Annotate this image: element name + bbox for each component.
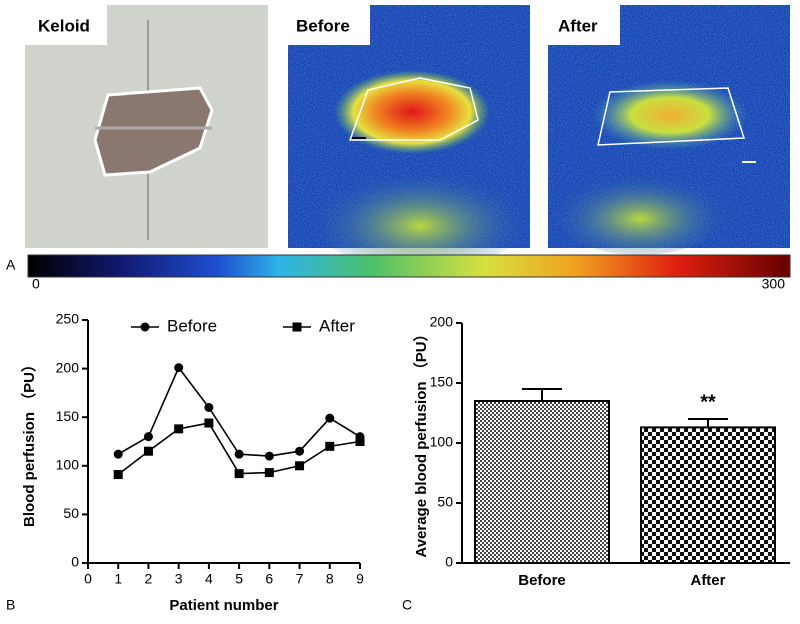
marker — [325, 441, 335, 451]
marker — [113, 449, 123, 459]
x-tick-label: 7 — [296, 571, 304, 587]
marker — [295, 461, 305, 471]
colorbar-min: 0 — [32, 276, 40, 292]
marker — [234, 449, 244, 459]
image-label: After — [558, 16, 598, 35]
x-tick-label: 8 — [326, 571, 334, 587]
marker — [143, 432, 153, 442]
legend-label: After — [319, 316, 355, 335]
y-tick-label: 150 — [430, 374, 454, 390]
y-tick-label: 250 — [56, 311, 80, 327]
marker — [264, 468, 274, 478]
y-tick-label: 100 — [430, 434, 454, 450]
x-tick-label: After — [690, 572, 725, 589]
legend-marker — [140, 322, 150, 332]
y-tick-label: 200 — [56, 359, 80, 375]
x-tick-label: Before — [518, 572, 566, 589]
x-tick-label: 0 — [84, 571, 92, 587]
marker — [234, 469, 244, 479]
x-tick-label: 2 — [145, 571, 153, 587]
marker — [174, 424, 184, 434]
significance: ** — [700, 391, 716, 413]
marker — [204, 418, 214, 428]
legend-label: Before — [167, 316, 217, 335]
panel-label: A — [6, 257, 16, 273]
x-tick-label: 4 — [205, 571, 213, 587]
y-tick-label: 0 — [445, 554, 453, 570]
line — [117, 366, 361, 457]
y-tick-label: 50 — [63, 505, 79, 521]
panel-label: C — [402, 597, 412, 613]
panel-label: B — [6, 597, 15, 613]
bar — [640, 426, 776, 564]
keloid-image: Keloid — [25, 5, 268, 248]
y-tick-label: 200 — [430, 314, 454, 330]
x-tick-label: 6 — [265, 571, 273, 587]
bar — [474, 400, 610, 564]
y-axis-label: Average blood perfusion （PU） — [412, 326, 430, 557]
y-tick-label: 150 — [56, 408, 80, 424]
x-tick-label: 1 — [114, 571, 122, 587]
y-tick-label: 100 — [56, 457, 80, 473]
y-tick-label: 50 — [437, 494, 453, 510]
marker — [174, 363, 184, 373]
marker — [113, 470, 123, 480]
legend-marker — [292, 322, 302, 332]
x-tick-label: 5 — [235, 571, 243, 587]
line — [117, 422, 361, 476]
x-tick-label: 9 — [356, 571, 364, 587]
marker — [264, 451, 274, 461]
marker — [204, 402, 214, 412]
image-label: Before — [296, 16, 350, 35]
x-tick-label: 3 — [175, 571, 183, 587]
image-label: Keloid — [38, 16, 90, 35]
marker — [355, 437, 365, 446]
marker — [295, 446, 305, 456]
marker — [143, 446, 153, 456]
y-axis-label: Blood perfusion （PU） — [20, 357, 38, 527]
y-tick-label: 0 — [71, 554, 79, 570]
before-image: Before — [288, 5, 530, 270]
marker — [325, 413, 335, 423]
colorbar — [27, 254, 791, 278]
x-axis-label: Patient number — [169, 597, 278, 614]
colorbar-max: 300 — [762, 276, 786, 292]
after-image: After — [548, 5, 790, 255]
